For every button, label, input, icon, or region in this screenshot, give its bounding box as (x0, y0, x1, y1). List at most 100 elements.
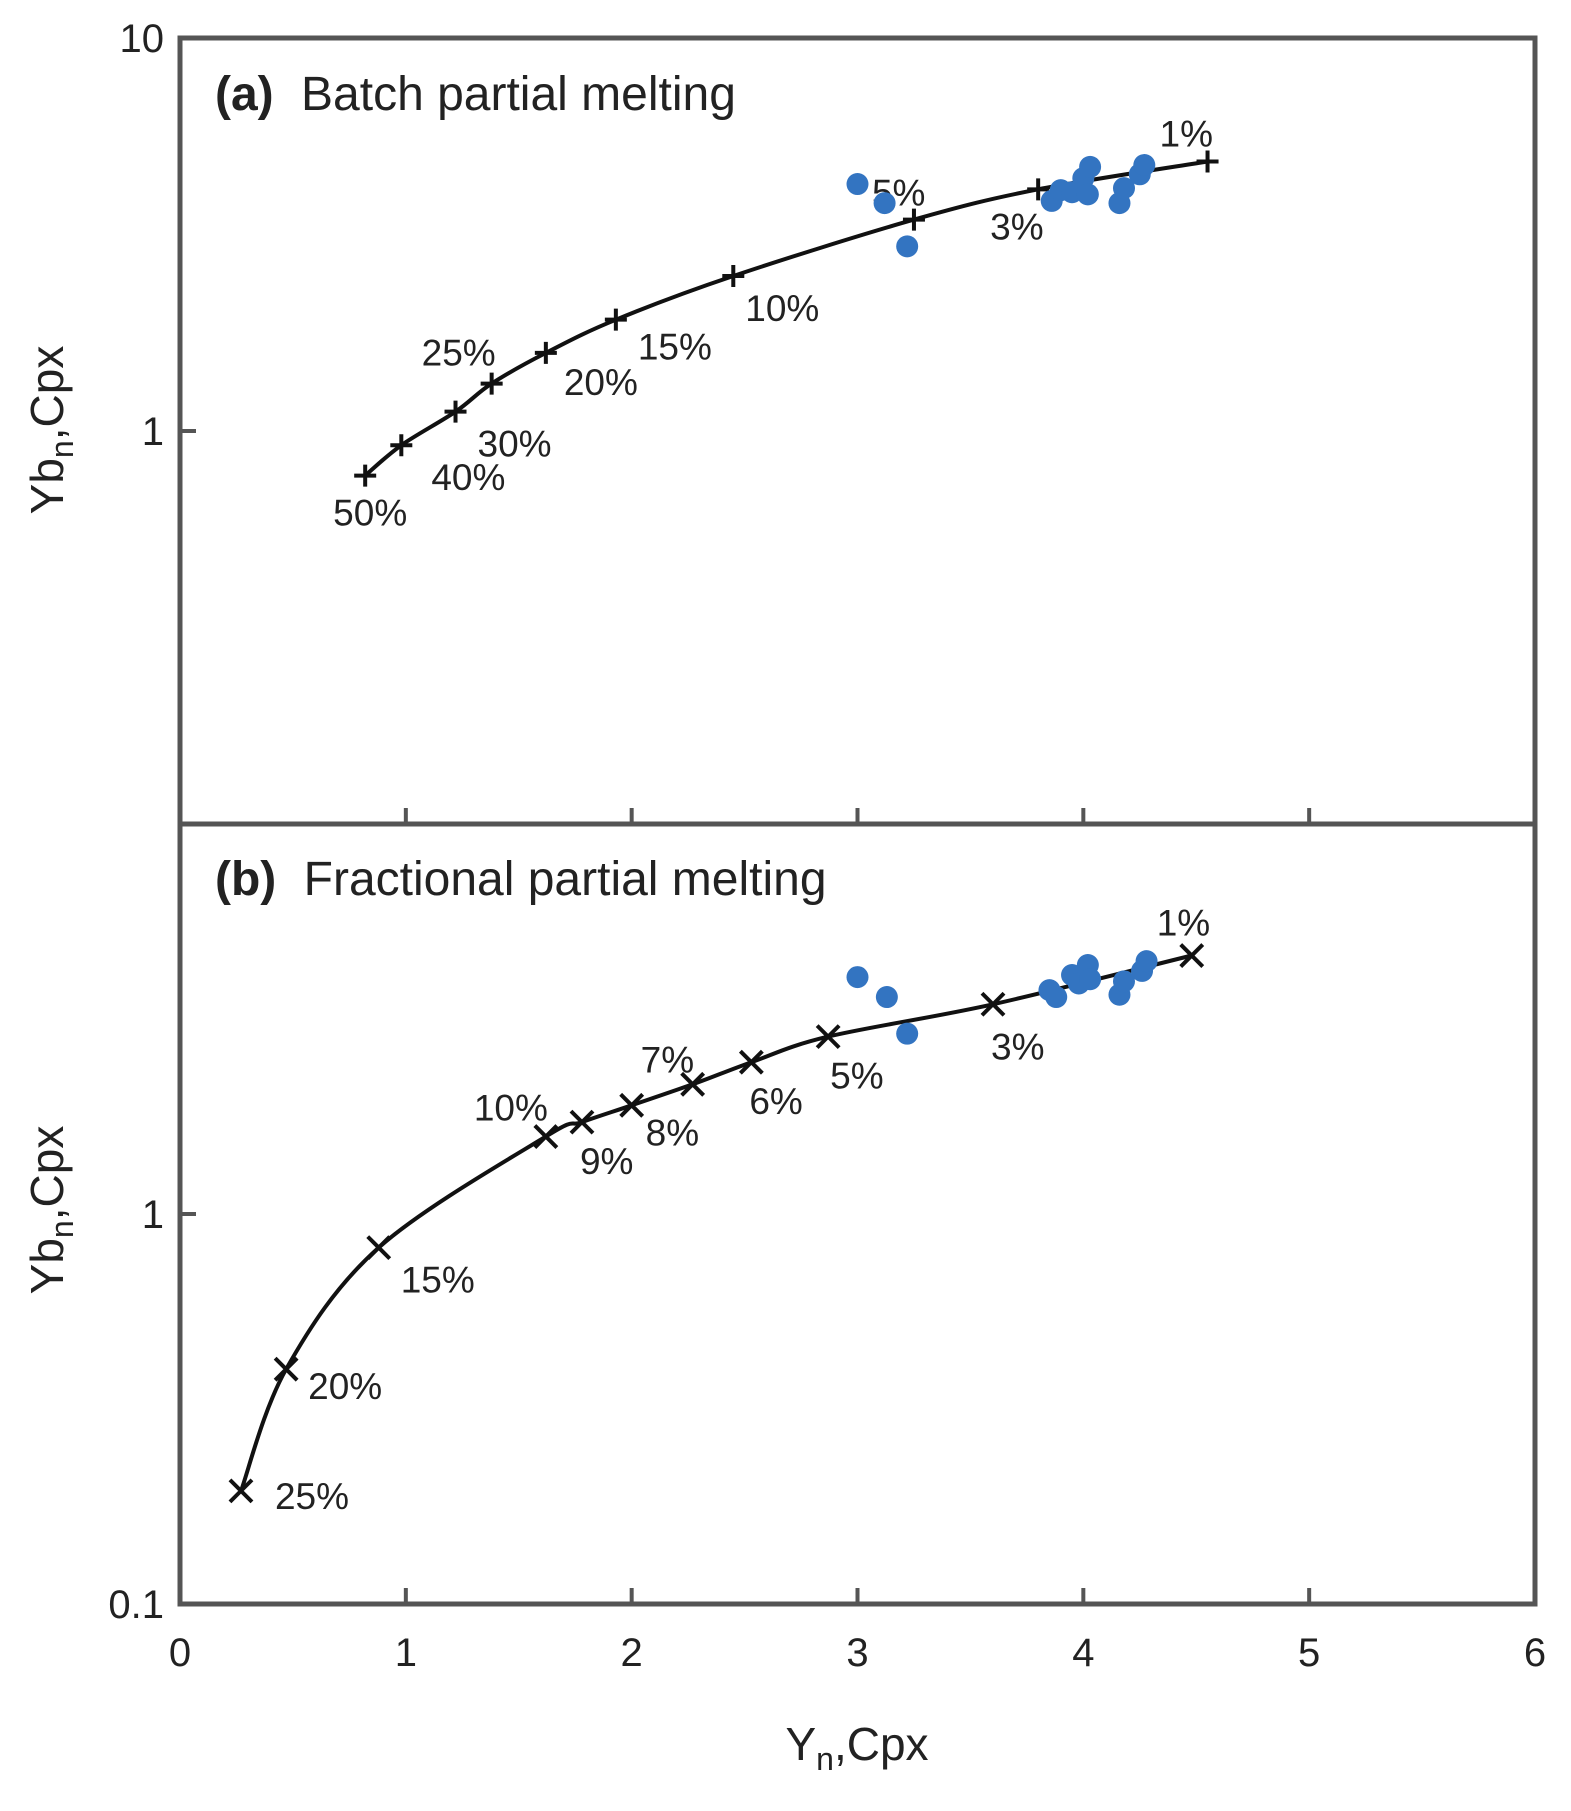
model-point-marker (1196, 150, 1219, 173)
sample-point (896, 1022, 919, 1045)
x-tick-label: 4 (1072, 1631, 1094, 1675)
model-point-marker (390, 434, 413, 457)
model-point-marker (738, 1049, 764, 1075)
model-point-marker (619, 1092, 645, 1118)
model-point-marker (815, 1024, 841, 1050)
panel-a-ylabel-sub: n (44, 440, 80, 458)
panel-a-y-axis-label: Ybn,Cpx (21, 346, 80, 515)
panel-a-samples (846, 154, 1156, 258)
panel-b-title: (b) Fractional partial melting (215, 853, 827, 906)
melt-degree-label: 20% (564, 362, 638, 403)
xlabel-main: Y (785, 1718, 816, 1770)
x-tick-label: 3 (846, 1631, 868, 1675)
y-tick-label: 0.1 (108, 1583, 164, 1627)
panel-b-model-curve (239, 953, 1193, 1492)
model-point-marker (480, 372, 503, 395)
y-tick-label: 10 (120, 17, 165, 61)
x-tick-label: 1 (395, 1631, 417, 1675)
model-point-marker (1179, 943, 1205, 968)
sample-point (846, 966, 869, 989)
x-tick-label: 0 (169, 1631, 191, 1675)
panel-a-title: (a) Batch partial melting (215, 68, 736, 121)
panel-b-samples (846, 950, 1158, 1045)
model-point-marker (569, 1109, 595, 1135)
panel-b-ylabel-main: Yb (21, 1238, 73, 1294)
model-point-marker (902, 208, 925, 231)
melt-degree-label: 25% (275, 1476, 349, 1517)
panel-b-model-labels: 25% 20% 15% 10% 9% 8% 7% 6% 5% 3% 1% (275, 903, 1210, 1517)
sample-point (1133, 154, 1156, 177)
sample-point (1135, 950, 1158, 973)
melt-degree-label: 6% (749, 1081, 802, 1122)
sample-point (1079, 968, 1102, 991)
melt-degree-label: 8% (646, 1112, 699, 1153)
y-tick-label: 1 (142, 1193, 164, 1237)
x-tick-label: 5 (1298, 1631, 1320, 1675)
model-point-marker (1027, 178, 1050, 201)
panel-b-ticks (178, 1212, 1537, 1604)
panel-a-title-bold: (a) (215, 68, 274, 121)
panel-a-model-curve (363, 159, 1208, 478)
melt-degree-label: 1% (1157, 903, 1210, 944)
model-point-marker (354, 464, 377, 487)
melt-degree-label: 10% (745, 288, 819, 329)
melt-degree-label: 40% (431, 457, 505, 498)
panel-b: 1 0.10 1 2 3 4 5 6 (b) Fractional partial melti… (21, 821, 1546, 1675)
model-point-marker (722, 264, 745, 287)
xlabel-sub: n (816, 1741, 834, 1777)
panel-a-tick-labels: 10 1 (120, 17, 165, 454)
melt-degree-label: 30% (478, 424, 552, 465)
melt-degree-label: 15% (401, 1260, 475, 1301)
x-tick-label: 2 (621, 1631, 643, 1675)
panel-b-y-axis-label: Ybn,Cpx (21, 1126, 80, 1295)
panel-b-frame (177, 821, 1538, 1607)
model-point-marker (228, 1478, 254, 1504)
panel-a-ylabel-main: Yb (21, 458, 73, 514)
panel-b-tick-labels: 1 0.10 1 2 3 4 5 6 (108, 1193, 1546, 1675)
sample-point (1079, 155, 1102, 178)
panel-b-ylabel-suffix: ,Cpx (21, 1126, 73, 1221)
melt-degree-label: 7% (641, 1039, 694, 1080)
sample-point (873, 192, 896, 215)
sample-point (1045, 986, 1068, 1009)
melt-degree-label: 5% (830, 1056, 883, 1097)
panel-a-frame (177, 35, 1538, 827)
panel-b-title-text: Fractional partial melting (304, 853, 827, 906)
panel-a-ylabel-suffix: ,Cpx (21, 346, 73, 441)
sample-point (846, 173, 869, 196)
y-tick-label: 1 (142, 410, 164, 454)
x-axis-label: Yn,Cpx (785, 1718, 928, 1777)
panel-b-title-bold: (b) (215, 853, 276, 906)
melt-degree-label: 15% (638, 327, 712, 368)
sample-point (1112, 970, 1135, 993)
model-point-marker (366, 1235, 392, 1261)
panel-a: 10 1 (a) Batch partial melting 50% 40%30% 2… (21, 17, 1538, 827)
sample-point (1112, 177, 1135, 200)
model-point-marker (680, 1071, 706, 1097)
model-point-marker (444, 400, 467, 423)
model-point-marker (980, 991, 1006, 1017)
panel-a-title-text: Batch partial melting (301, 68, 736, 121)
panel-b-ylabel-sub: n (44, 1220, 80, 1238)
melt-degree-label: 25% (422, 333, 496, 374)
sample-point (1076, 183, 1099, 206)
melt-degree-label: 10% (474, 1088, 548, 1129)
melt-degree-label: 9% (580, 1141, 633, 1182)
panel-a-model-markers (354, 150, 1219, 487)
melt-degree-label: 3% (991, 1026, 1044, 1067)
panel-a-ticks (178, 429, 1537, 824)
x-tick-label: 6 (1524, 1631, 1546, 1675)
model-point-marker (273, 1356, 299, 1382)
melt-degree-label: 1% (1160, 114, 1213, 155)
model-point-marker (604, 308, 627, 331)
sample-point (896, 235, 919, 258)
melt-degree-label: 20% (308, 1366, 382, 1407)
xlabel-suffix: ,Cpx (834, 1718, 929, 1770)
panel-b-model-markers (228, 943, 1205, 1504)
model-point-marker (534, 341, 557, 364)
model-point-marker (533, 1124, 559, 1149)
sample-point (875, 986, 898, 1009)
melt-degree-label: 3% (990, 206, 1043, 247)
melt-degree-label: 50% (333, 493, 407, 534)
